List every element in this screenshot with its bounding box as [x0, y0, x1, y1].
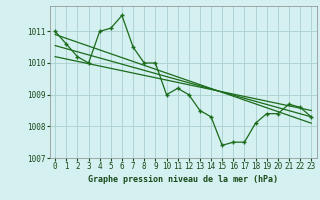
X-axis label: Graphe pression niveau de la mer (hPa): Graphe pression niveau de la mer (hPa) — [88, 175, 278, 184]
